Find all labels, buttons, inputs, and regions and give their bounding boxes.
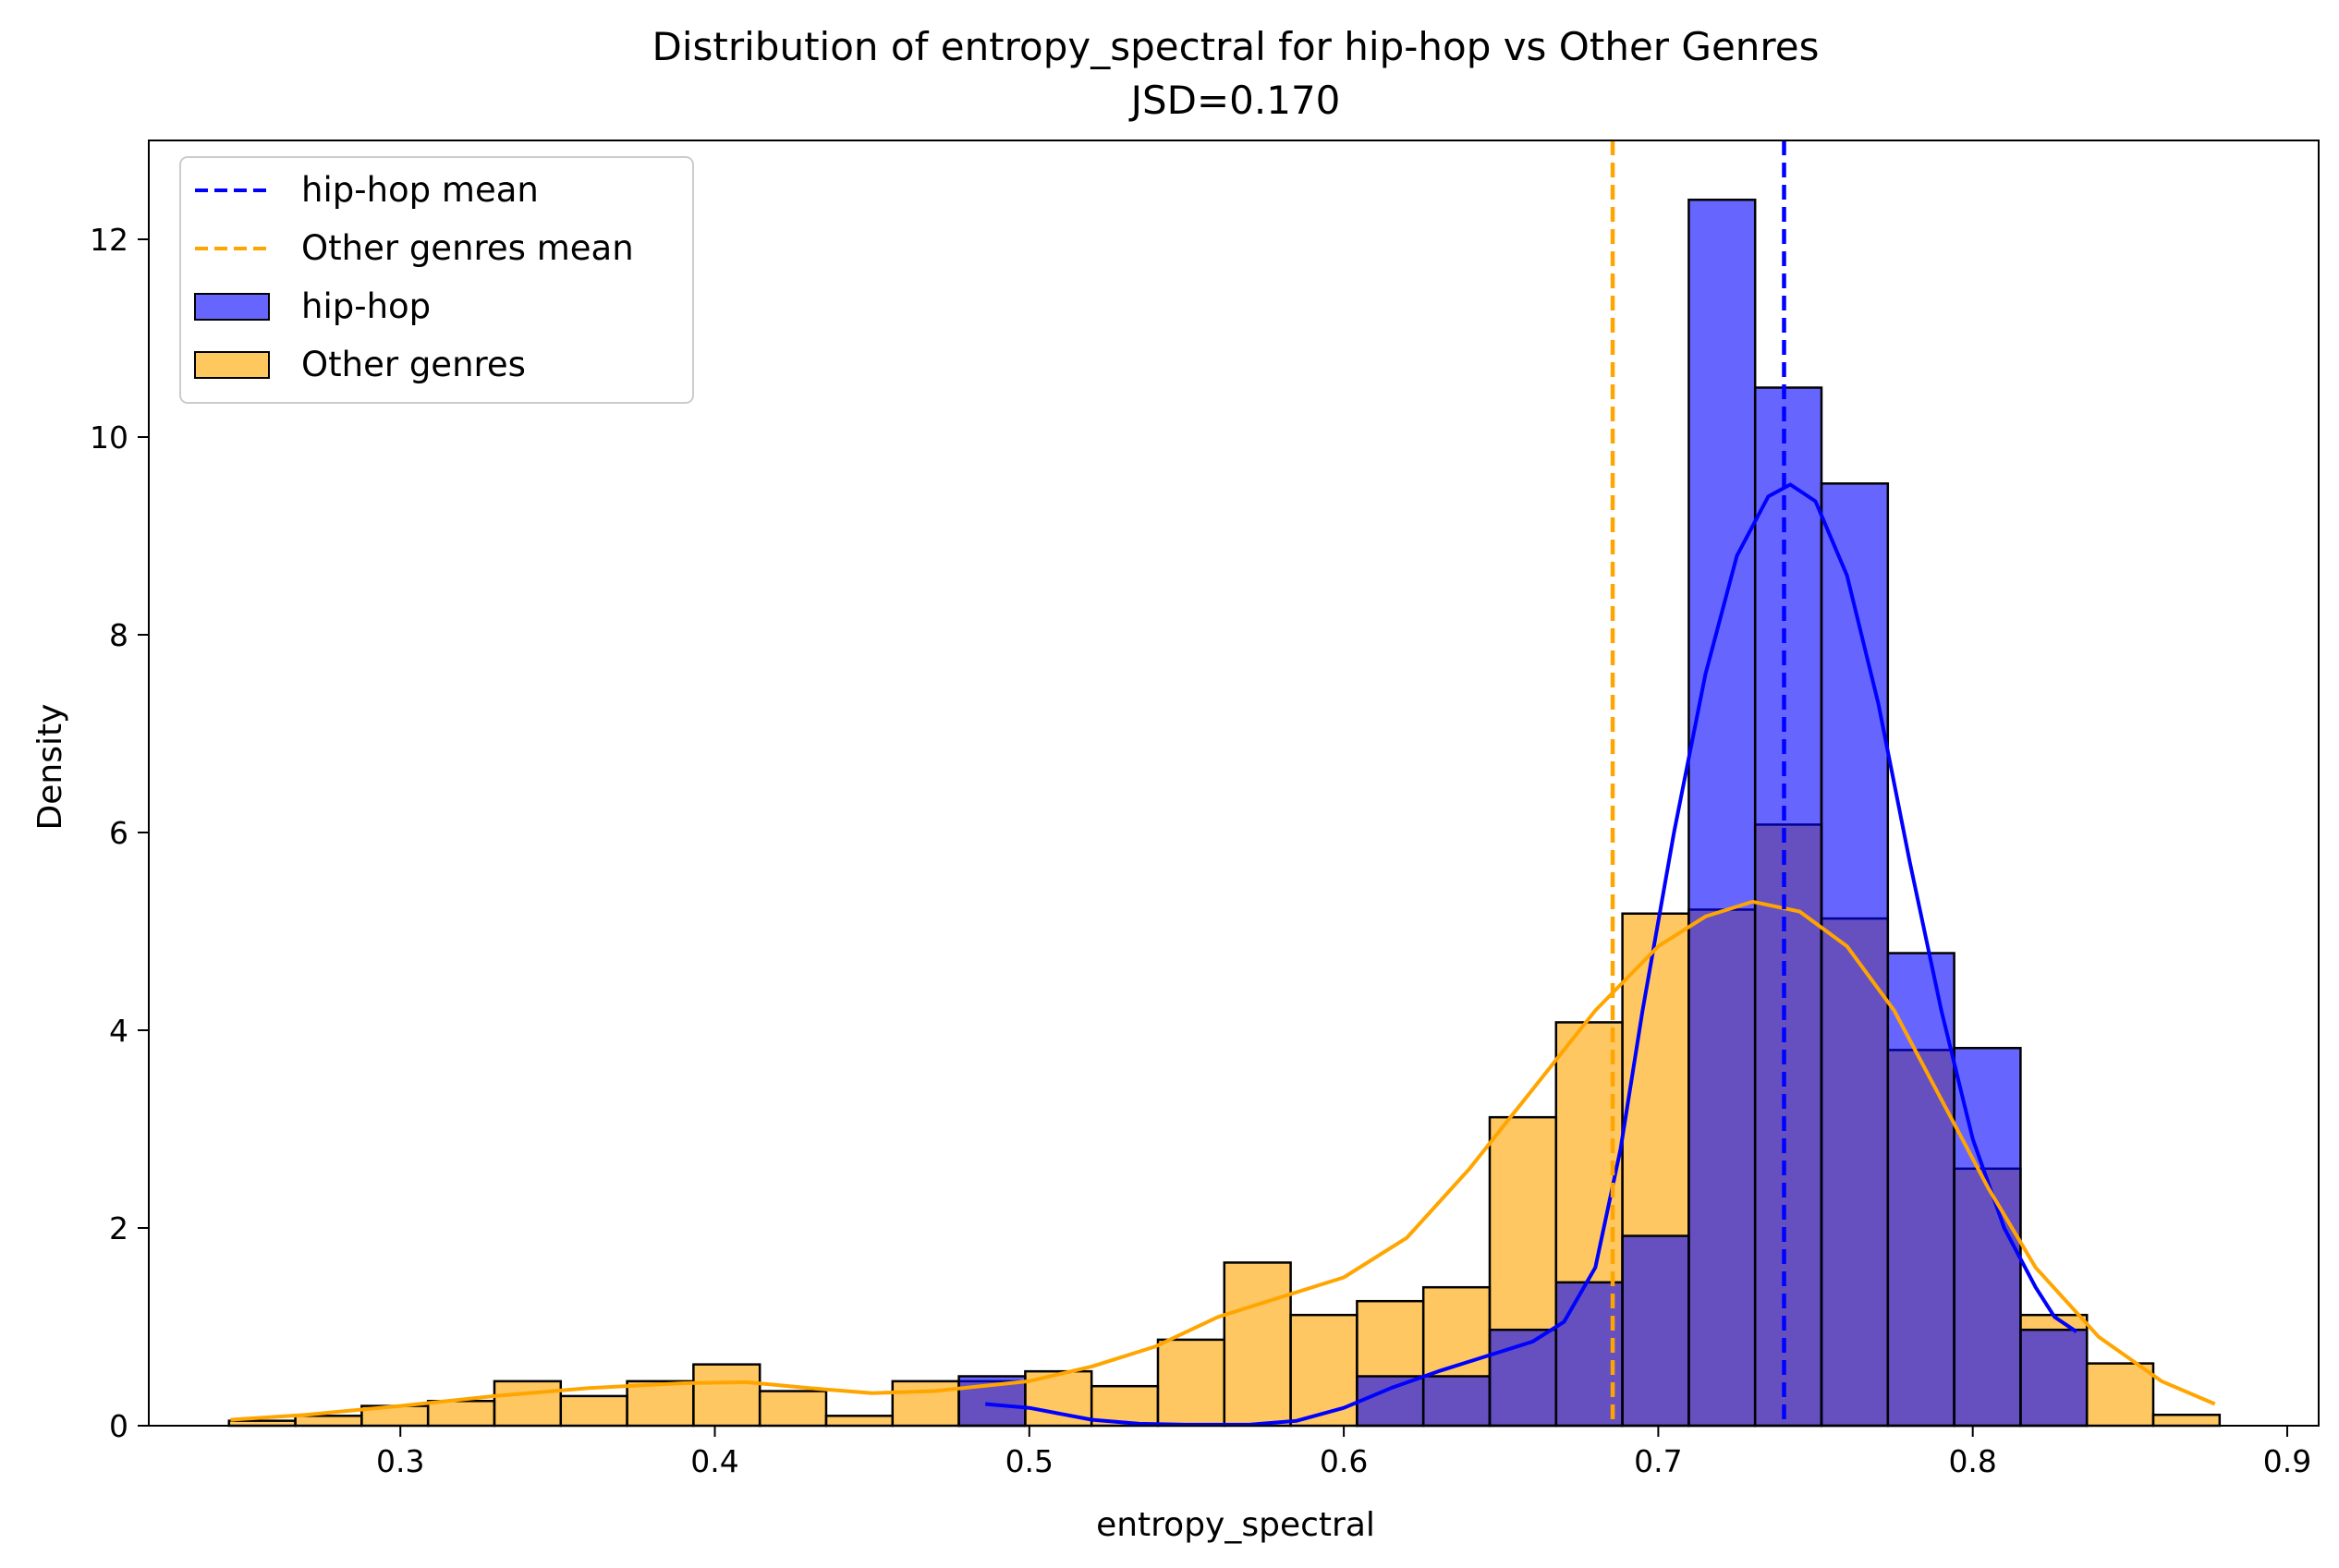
hip-hop-bar xyxy=(1886,952,1955,1428)
kde-curves xyxy=(230,482,2216,1427)
x-axis: 0.3 0.4 0.5 0.6 0.7 0.8 0.9 xyxy=(376,1426,2311,1479)
legend-other-mean-label: Other genres mean xyxy=(301,228,634,268)
legend-hip-hop-mean-label: hip-hop mean xyxy=(301,170,539,210)
y-tick-label: 10 xyxy=(90,419,128,456)
chart-title: Distribution of entropy_spectral for hip… xyxy=(652,24,1820,69)
y-tick-label: 6 xyxy=(109,815,128,851)
x-axis-label: entropy_spectral xyxy=(1096,1506,1375,1544)
hip-hop-kde-line xyxy=(985,482,2078,1427)
y-tick-label: 4 xyxy=(109,1013,128,1049)
other-genres-bar xyxy=(692,1363,761,1428)
legend-hip-hop-swatch xyxy=(194,293,270,321)
plot-area xyxy=(148,140,2320,1428)
other-genres-bar xyxy=(1289,1313,1358,1428)
other-genres-bar xyxy=(294,1415,363,1428)
axes-frame xyxy=(148,140,2320,1427)
other-genres-bar xyxy=(1223,1261,1292,1428)
other-genres-bar xyxy=(1156,1338,1226,1428)
x-tick-label: 0.4 xyxy=(690,1443,738,1479)
other-genres-bar xyxy=(2085,1362,2155,1428)
y-tick-label: 0 xyxy=(109,1408,128,1444)
other-genres-bar xyxy=(426,1400,496,1428)
x-tick-label: 0.7 xyxy=(1634,1443,1682,1479)
legend-hip-hop-label: hip-hop xyxy=(301,286,431,326)
x-tick-label: 0.6 xyxy=(1320,1443,1368,1479)
hip-hop-bar xyxy=(1356,1375,1425,1428)
y-tick-label: 12 xyxy=(90,222,128,258)
other-genres-kde-line xyxy=(230,899,2216,1422)
y-axis: 0 2 4 6 8 10 12 xyxy=(90,222,149,1444)
hip-hop-bar xyxy=(1753,386,1823,1428)
hip-hop-bar xyxy=(2019,1328,2089,1428)
other-genres-bar xyxy=(2151,1413,2222,1428)
hip-hop-bar xyxy=(1621,1234,1690,1428)
x-tick-label: 0.9 xyxy=(2263,1443,2311,1479)
other-genres-bar xyxy=(626,1380,695,1428)
legend: hip-hop mean Other genres mean hip-hop O… xyxy=(179,156,694,404)
y-tick-label: 8 xyxy=(109,617,128,653)
other-genres-bar xyxy=(559,1394,628,1428)
y-tick-label: 2 xyxy=(109,1210,128,1246)
x-tick-label: 0.5 xyxy=(1005,1443,1054,1479)
other-genres-bar xyxy=(824,1415,895,1428)
chart-subtitle: JSD=0.170 xyxy=(1128,78,1341,123)
other-genres-bar xyxy=(758,1390,828,1428)
mean-lines xyxy=(1610,140,1786,1426)
x-tick-label: 0.3 xyxy=(376,1443,424,1479)
legend-other-label: Other genres xyxy=(301,345,526,384)
legend-other-swatch xyxy=(194,351,270,379)
y-axis-label: Density xyxy=(31,704,69,831)
hip-hop-bar xyxy=(1687,198,1757,1428)
other-genres-bar xyxy=(493,1380,563,1428)
hip-hop-bar xyxy=(1421,1375,1492,1428)
x-tick-label: 0.8 xyxy=(1948,1443,1996,1479)
legend-box xyxy=(179,156,694,404)
